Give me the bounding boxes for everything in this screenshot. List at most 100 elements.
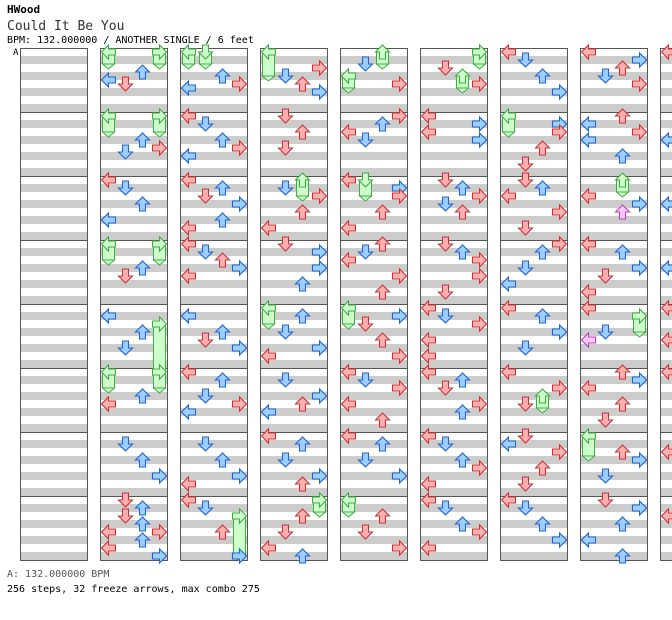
- step-arrow-up: [374, 236, 391, 252]
- beat-stripe: [260, 328, 328, 336]
- step-arrow-left: [420, 427, 437, 445]
- step-arrow-up: [454, 516, 471, 532]
- beat-stripe: [180, 552, 248, 560]
- beat-stripe: [420, 472, 488, 480]
- beat-stripe: [100, 312, 168, 320]
- beat-stripe: [420, 312, 488, 320]
- beat-stripe: [340, 56, 408, 64]
- beat-stripe: [660, 456, 672, 464]
- step-arrow-up: [214, 452, 231, 468]
- freeze-head-arrow: [260, 299, 277, 317]
- beat-stripe: [500, 232, 568, 240]
- step-arrow-up: [294, 124, 311, 140]
- step-arrow-left: [660, 363, 672, 381]
- step-arrow-right: [391, 307, 408, 325]
- step-arrow-up: [134, 196, 151, 212]
- freeze-head-arrow: [340, 67, 357, 85]
- beat-stripe: [20, 248, 88, 256]
- step-arrow-left: [420, 123, 437, 141]
- column-border: [20, 48, 88, 561]
- step-arrow-right: [391, 267, 408, 285]
- step-arrow-up: [134, 324, 151, 340]
- beat-stripe: [660, 344, 672, 352]
- step-arrow-left: [500, 187, 517, 205]
- step-arrow-left: [500, 491, 517, 509]
- beat-stripe: [580, 392, 648, 400]
- step-arrow-up: [614, 60, 631, 76]
- beat-stripe: [500, 392, 568, 400]
- step-arrow-up: [374, 412, 391, 428]
- beat-stripe: [20, 232, 88, 240]
- step-arrow-up: [134, 132, 151, 148]
- step-arrow-up: [214, 372, 231, 388]
- song-title: Could It Be You: [7, 19, 125, 34]
- beat-stripe: [580, 552, 648, 560]
- beat-stripe: [180, 56, 248, 64]
- beat-stripe: [100, 552, 168, 560]
- beat-stripe: [660, 360, 672, 368]
- step-arrow-left: [100, 395, 117, 413]
- step-arrow-right: [471, 267, 488, 285]
- beat-stripe: [20, 536, 88, 544]
- step-arrow-right: [551, 379, 568, 397]
- beat-stripe: [100, 536, 168, 544]
- step-arrow-left: [340, 363, 357, 381]
- step-arrow-down: [357, 244, 374, 260]
- step-arrow-left: [180, 307, 197, 325]
- beat-stripe: [180, 392, 248, 400]
- freeze-head-arrow: [100, 235, 117, 253]
- freeze-tail: [261, 323, 276, 330]
- step-arrow-left: [500, 363, 517, 381]
- beat-stripe: [340, 520, 408, 528]
- beat-stripe: [660, 424, 672, 432]
- beat-stripe: [420, 72, 488, 80]
- step-arrow-right: [231, 195, 248, 213]
- beat-stripe: [100, 56, 168, 64]
- step-arrow-right: [471, 523, 488, 541]
- step-arrow-left: [180, 403, 197, 421]
- beat-stripe: [340, 168, 408, 176]
- beat-stripe: [580, 328, 648, 336]
- freeze-head-arrow: [500, 107, 517, 125]
- beat-stripe: [100, 184, 168, 192]
- beat-stripe: [180, 280, 248, 288]
- beat-stripe: [340, 360, 408, 368]
- freeze-tail: [472, 63, 487, 70]
- beat-stripe: [100, 88, 168, 96]
- beat-stripe: [500, 488, 568, 496]
- freeze-head-arrow: [151, 235, 168, 253]
- step-arrow-up: [374, 284, 391, 300]
- step-arrow-up: [374, 116, 391, 132]
- step-arrow-up: [214, 68, 231, 84]
- freeze-tail: [101, 131, 116, 138]
- step-arrow-down: [597, 324, 614, 340]
- beat-stripe: [500, 56, 568, 64]
- step-arrow-up: [214, 252, 231, 268]
- step-arrow-right: [151, 547, 168, 565]
- beat-stripe: [260, 104, 328, 112]
- beat-stripe: [580, 168, 648, 176]
- step-arrow-right: [471, 187, 488, 205]
- beat-stripe: [260, 552, 328, 560]
- step-arrow-down: [117, 76, 134, 92]
- beat-stripe: [420, 136, 488, 144]
- beat-stripe: [100, 504, 168, 512]
- beat-stripe: [340, 488, 408, 496]
- beat-stripe: [660, 520, 672, 528]
- beat-stripe: [20, 168, 88, 176]
- step-arrow-right: [551, 531, 568, 549]
- beat-stripe: [180, 520, 248, 528]
- beat-stripe: [580, 152, 648, 160]
- step-arrow-down: [277, 108, 294, 124]
- step-arrow-right: [471, 251, 488, 269]
- beat-stripe: [340, 328, 408, 336]
- freeze-tail: [341, 87, 356, 94]
- step-arrow-right: [231, 339, 248, 357]
- beat-stripe: [340, 136, 408, 144]
- column-border: [580, 48, 648, 561]
- step-arrow-right: [631, 195, 648, 213]
- step-arrow-up: [454, 452, 471, 468]
- step-arrow-left: [340, 123, 357, 141]
- beat-stripe: [420, 104, 488, 112]
- beat-stripe: [660, 152, 672, 160]
